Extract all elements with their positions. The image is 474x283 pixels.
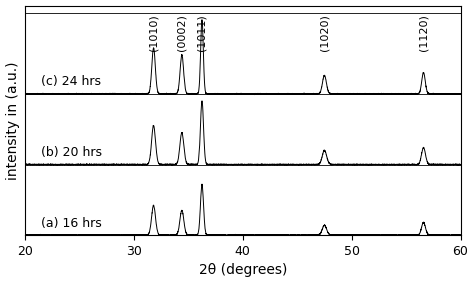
Text: (1011): (1011) [197, 14, 207, 51]
Y-axis label: intensity in (a.u.): intensity in (a.u.) [6, 61, 19, 180]
Text: (1120): (1120) [419, 14, 428, 51]
Text: (c) 24 hrs: (c) 24 hrs [41, 75, 101, 88]
Text: (1010): (1010) [148, 14, 158, 51]
Text: (b) 20 hrs: (b) 20 hrs [41, 146, 102, 159]
X-axis label: 2θ (degrees): 2θ (degrees) [199, 263, 287, 277]
Text: (a) 16 hrs: (a) 16 hrs [41, 216, 102, 230]
Text: (1020): (1020) [319, 14, 329, 51]
Text: (0002): (0002) [177, 14, 187, 51]
